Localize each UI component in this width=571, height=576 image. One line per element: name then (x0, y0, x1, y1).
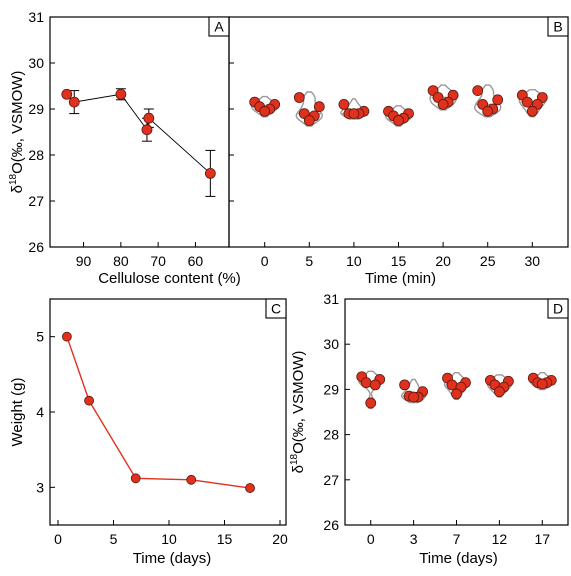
data-point (245, 483, 255, 493)
y-tick-label: 4 (36, 404, 44, 420)
x-tick-label: 15 (391, 253, 407, 269)
data-point (313, 101, 325, 113)
data-point (408, 391, 420, 403)
data-point (399, 379, 411, 391)
y-tick-label: 29 (28, 101, 44, 117)
data-point (360, 377, 372, 389)
violin (295, 91, 324, 127)
data-point (369, 379, 381, 391)
data-point (204, 167, 216, 179)
data-point (451, 388, 462, 400)
panel-letter-box (547, 16, 569, 37)
x-tick-label: 0 (261, 253, 269, 269)
x-tick-label: 90 (76, 253, 92, 269)
panel-d: 26 27 28 29 30 31 0 3 7 12 17 D Time (days) δ18O(‰, V… (289, 291, 569, 567)
data-point (130, 473, 141, 484)
y-tick-label: 31 (28, 9, 44, 25)
x-tick-label: 5 (110, 531, 118, 547)
x-tick-label: 3 (410, 531, 418, 547)
data-point (303, 115, 315, 126)
y-tick-label: 28 (323, 427, 339, 443)
panel-a-frame (49, 16, 230, 248)
data-point (536, 378, 548, 390)
data-point (141, 124, 153, 136)
x-tick-label: 70 (150, 253, 166, 269)
panel-letter-box (265, 298, 287, 319)
data-point (437, 99, 449, 110)
x-tick-label: 20 (272, 531, 288, 547)
data-point (61, 331, 72, 342)
data-point (338, 99, 350, 110)
y-axis-title: δ18O(‰, VSMOW) (289, 351, 307, 474)
panel-c: 3 4 5 0 5 10 15 20 C Time (days) Weight (g) (9, 298, 288, 567)
x-tick-label: 12 (492, 531, 508, 547)
x-tick-label: 0 (367, 531, 375, 547)
x-axis-title: Time (days) (133, 550, 212, 567)
violin (384, 105, 413, 127)
data-point (293, 92, 305, 103)
data-point (186, 474, 197, 485)
y-tick-label: 26 (28, 239, 44, 255)
violin (429, 84, 457, 111)
y-tick-label: 26 (323, 517, 339, 533)
x-tick-label: 7 (453, 531, 461, 547)
violin (250, 95, 279, 118)
data-point (521, 96, 533, 108)
panel-b: 0 5 10 15 20 25 30 B Time (min) (228, 16, 569, 287)
x-tick-label: 80 (113, 253, 129, 269)
y-tick-label: 30 (28, 55, 44, 71)
data-point (259, 105, 271, 117)
data-point (61, 88, 73, 100)
data-point (365, 397, 377, 409)
violin (473, 84, 502, 118)
data-point (493, 386, 505, 398)
y-tick-label: 31 (323, 291, 339, 307)
panel-letter-box (547, 298, 569, 319)
panel-letter: C (271, 301, 281, 317)
panel-d-frame (344, 298, 569, 526)
x-tick-label: 10 (346, 253, 362, 269)
y-tick-label: 30 (323, 336, 339, 352)
x-axis-title: Time (days) (419, 550, 498, 567)
x-axis-title: Time (min) (365, 270, 436, 287)
violin (357, 370, 384, 410)
series-line (66, 336, 251, 489)
y-tick-label: 3 (36, 479, 44, 495)
x-tick-label: 60 (188, 253, 204, 269)
y-tick-label: 5 (36, 329, 44, 345)
panel-letter: D (553, 301, 563, 317)
x-tick-label: 30 (525, 253, 541, 269)
y-tick-label: 28 (28, 147, 44, 163)
data-point (482, 105, 494, 117)
y-tick-label: 27 (28, 193, 44, 209)
data-point (115, 88, 127, 100)
data-point (348, 108, 360, 119)
data-point (143, 112, 155, 124)
y-axis-title: Weight (g) (9, 378, 26, 447)
data-point (393, 115, 404, 126)
connector-line (66, 93, 211, 174)
x-tick-label: 25 (480, 253, 496, 269)
data-point (68, 96, 80, 108)
x-axis-title: Cellulose content (%) (98, 270, 241, 287)
panel-letter: A (214, 19, 224, 35)
data-point (84, 395, 94, 406)
x-tick-label: 17 (534, 531, 550, 547)
data-point (446, 379, 458, 391)
panel-letter: B (553, 19, 562, 35)
x-tick-label: 15 (217, 531, 233, 547)
y-axis-title: δ18O(‰, VSMOW) (8, 71, 26, 194)
data-point (526, 105, 538, 117)
x-tick-label: 0 (54, 531, 62, 547)
data-point (492, 94, 504, 106)
panel-a: 26 27 28 29 30 31 90 80 70 60 A Cellulose content (… (8, 9, 241, 287)
x-tick-label: 20 (435, 253, 451, 269)
y-tick-label: 29 (323, 381, 339, 397)
x-tick-label: 10 (161, 531, 177, 547)
data-point (472, 85, 484, 96)
x-tick-label: 5 (305, 253, 313, 269)
panel-b-frame (228, 16, 569, 248)
y-tick-label: 27 (323, 472, 339, 488)
